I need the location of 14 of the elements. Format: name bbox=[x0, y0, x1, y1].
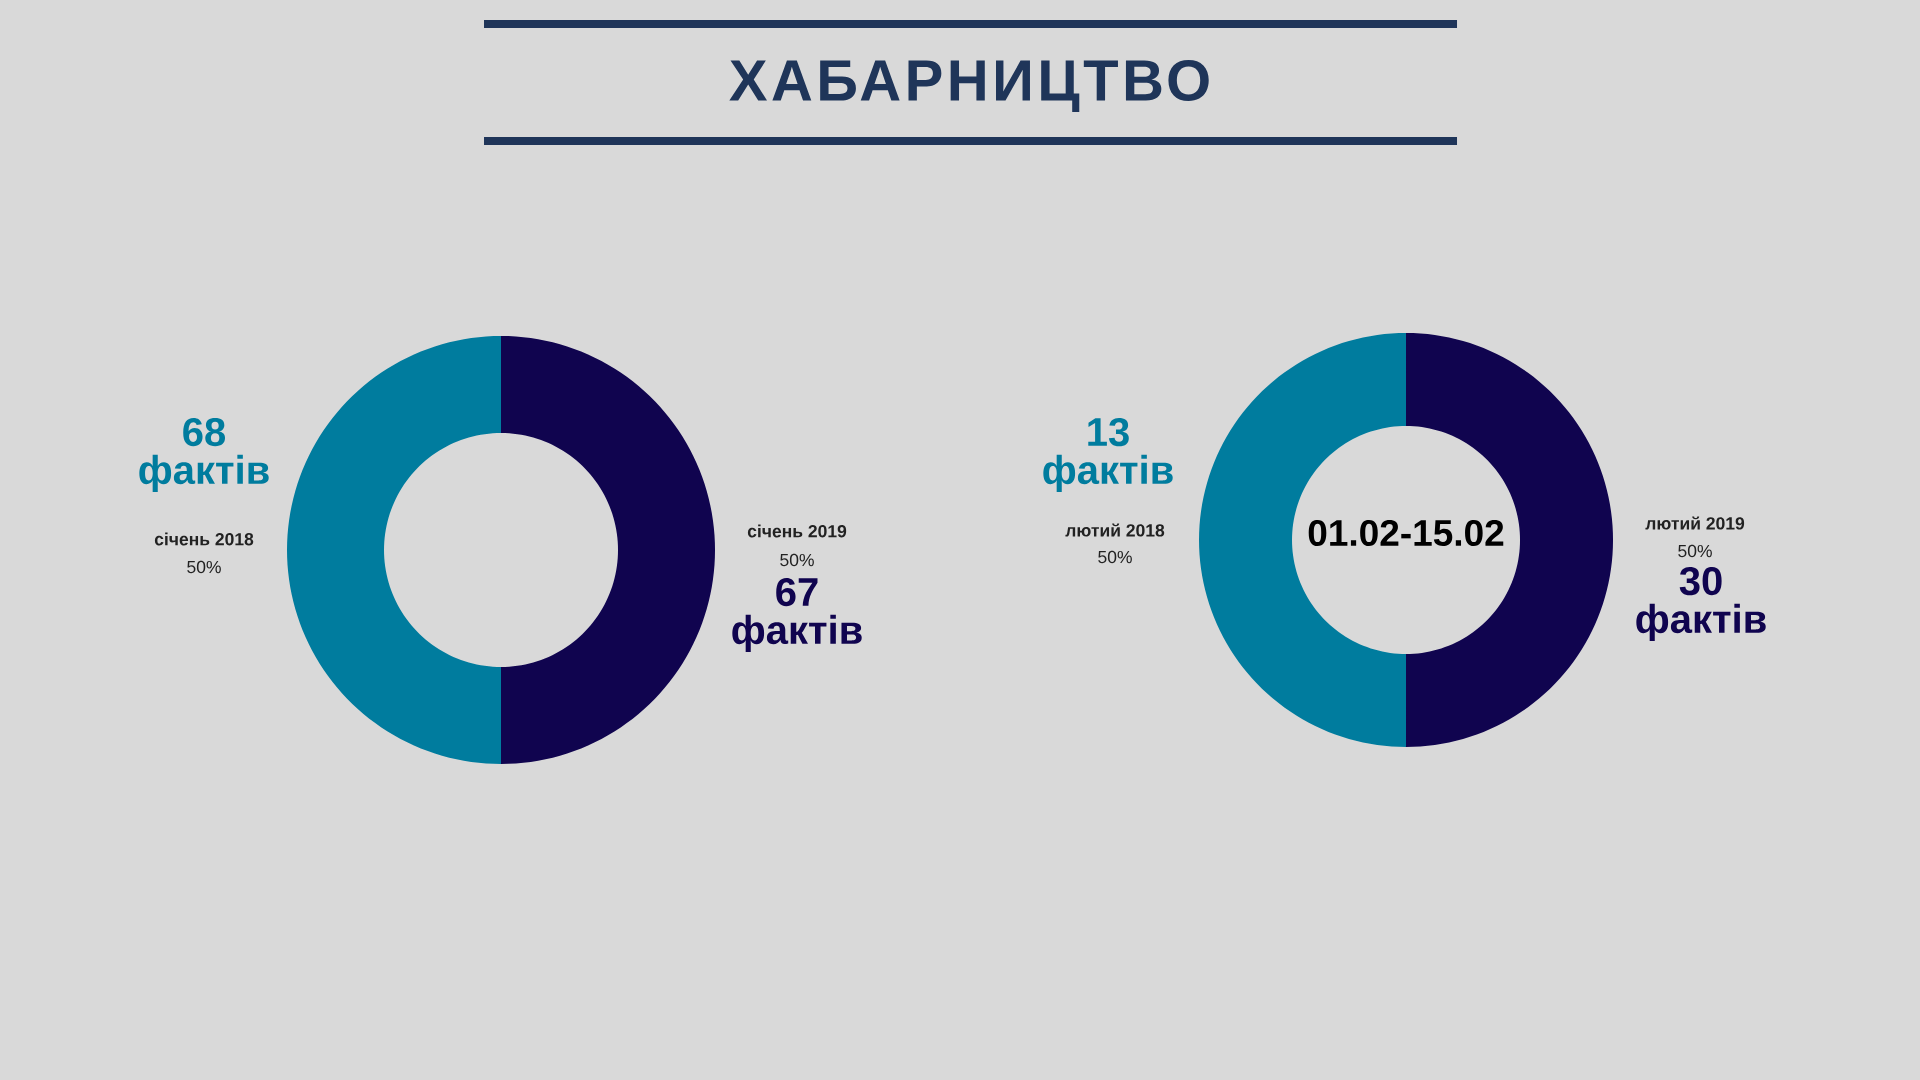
text: 01.02-15.02 bbox=[1308, 519, 1504, 547]
slice-label: січень 2019 bbox=[747, 524, 847, 538]
text: ХАБАРНИЦТВО bbox=[729, 59, 1209, 113]
data-label: 50% bbox=[1678, 544, 1712, 558]
text: 67 фактів bbox=[732, 577, 862, 653]
slice-label: січень 2018 bbox=[154, 532, 254, 546]
data-label: 50% bbox=[187, 560, 221, 574]
slice-label: лютий 2019 bbox=[1645, 516, 1745, 530]
data-label: 50% bbox=[1098, 550, 1132, 564]
text: 13 фактів bbox=[1043, 417, 1173, 493]
text: 30 фактів bbox=[1636, 566, 1766, 642]
text: 68 фактів bbox=[139, 417, 269, 493]
slice-label: лютий 2018 bbox=[1065, 523, 1165, 537]
data-label: 50% bbox=[780, 553, 814, 567]
